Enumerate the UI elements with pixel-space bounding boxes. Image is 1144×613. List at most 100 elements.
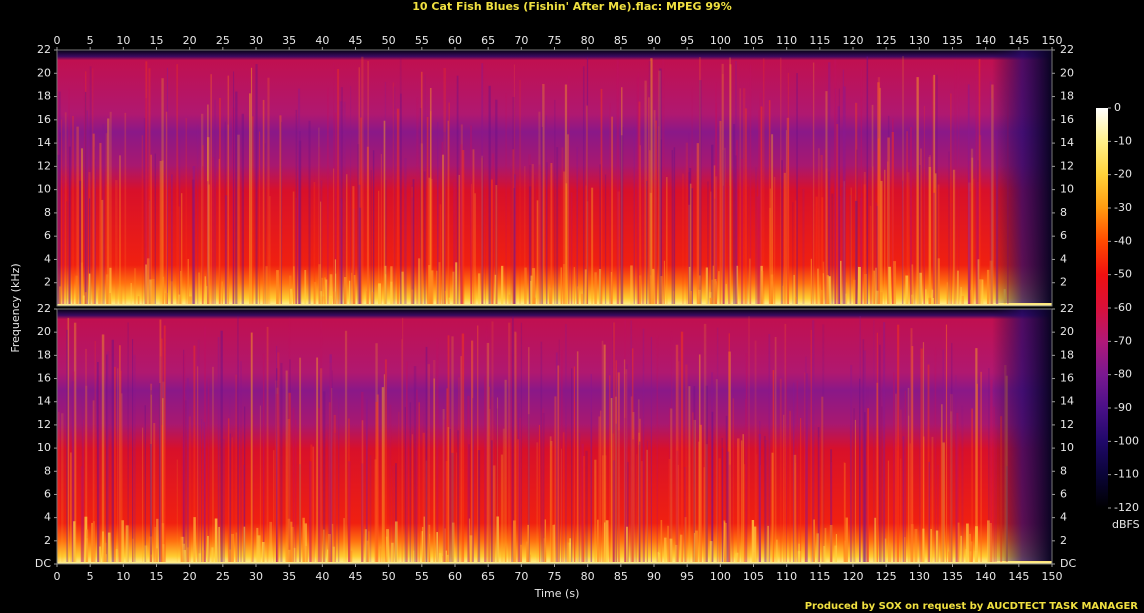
- spectrogram-streak: [372, 150, 375, 304]
- spectrogram-low: [597, 519, 599, 562]
- spectrogram-streak: [933, 74, 936, 305]
- spectrogram-streak: [728, 351, 731, 562]
- spectrogram-low: [715, 281, 718, 304]
- x-tick-label: 135: [942, 34, 963, 47]
- spectrogram-streak: [863, 184, 866, 304]
- spectrogram-streak: [719, 120, 722, 304]
- spectrogram-streak: [536, 442, 539, 562]
- spectrogram-low: [734, 553, 738, 562]
- spectrogram-streak: [911, 346, 914, 562]
- spectrogram-streak: [719, 158, 721, 304]
- spectrogram-streak: [513, 174, 517, 304]
- x-tick-label: 35: [282, 34, 296, 47]
- spectrogram-streak: [58, 411, 60, 562]
- x-tick-label: 145: [1008, 34, 1029, 47]
- spectrogram-streak: [380, 153, 382, 304]
- x-tick-label: 0: [54, 34, 61, 47]
- spectrogram-streak: [758, 110, 760, 304]
- spectrogram-low: [736, 265, 739, 304]
- colorbar-tick-label: -30: [1114, 201, 1132, 214]
- spectrogram-low: [970, 541, 973, 562]
- spectrogram-streak: [620, 135, 623, 304]
- spectrogram-streak: [754, 340, 757, 562]
- spectrogram-panel: [57, 50, 1052, 306]
- spectrogram-streak: [893, 372, 895, 562]
- spectrogram-low: [823, 545, 826, 562]
- spectrogram-low: [527, 524, 529, 562]
- spectrogram-streak: [188, 416, 191, 562]
- spectrogram-streak: [85, 348, 87, 562]
- spectrogram-streak: [58, 91, 61, 304]
- spectrogram-streak: [948, 151, 950, 304]
- spectrogram-streak: [113, 366, 116, 562]
- footer: Produced by SOX on request by AUCDTECT T…: [805, 601, 1139, 612]
- spectrogram-streak: [825, 168, 828, 304]
- spectrogram-streak: [117, 432, 121, 562]
- spectrogram-low: [178, 294, 181, 304]
- y-tick-label: 20: [37, 66, 51, 79]
- x-tick-label: 100: [710, 34, 731, 47]
- x-tick-label: 125: [876, 570, 897, 583]
- spectrogram-low: [132, 538, 134, 562]
- spectrogram-streak: [870, 167, 873, 304]
- spectrogram-streak: [910, 328, 913, 562]
- spectrogram-streak: [531, 164, 534, 304]
- spectrogram-streak: [934, 188, 937, 304]
- spectrogram-streak: [599, 410, 602, 562]
- spectrogram-streak: [887, 115, 890, 304]
- spectrogram-streak: [313, 181, 316, 304]
- spectrogram-streak: [581, 443, 584, 562]
- spectrogram-streak: [410, 184, 413, 304]
- spectrogram-low: [351, 272, 353, 304]
- spectrogram-streak: [162, 398, 164, 562]
- spectrogram-low: [937, 258, 940, 304]
- spectrogram-low: [822, 261, 825, 304]
- spectrogram-streak: [880, 180, 883, 304]
- spectrogram-low: [826, 275, 829, 304]
- spectrogram-streak: [749, 65, 752, 305]
- spectrogram-streak: [441, 141, 444, 304]
- spectrogram-low: [327, 549, 329, 562]
- spectrogram-streak: [401, 339, 403, 562]
- spectrogram-low: [584, 269, 587, 304]
- spectrogram-streak: [541, 126, 543, 304]
- spectrogram-low: [660, 519, 663, 562]
- spectrogram-streak: [185, 118, 187, 304]
- spectrogram-streak: [739, 88, 741, 304]
- spectrogram-streak: [656, 335, 659, 562]
- spectrogram-streak: [707, 181, 709, 304]
- spectrogram-streak: [713, 165, 716, 304]
- spectrogram-low: [218, 526, 220, 562]
- spectrogram-streak: [590, 412, 593, 562]
- spectrogram-low: [989, 523, 992, 562]
- spectrogram-streak: [517, 439, 519, 562]
- spectrogram-streak: [329, 354, 332, 562]
- spectrogram-streak: [252, 414, 254, 562]
- spectrogram-low: [378, 283, 381, 304]
- spectrogram-streak: [280, 362, 283, 562]
- spectrogram-streak: [402, 317, 404, 562]
- spectrogram-streak: [439, 204, 442, 304]
- spectrogram-streak: [92, 400, 95, 562]
- spectrogram-streak: [838, 88, 840, 304]
- spectrogram-streak: [942, 349, 945, 562]
- spectrogram-streak: [279, 115, 282, 304]
- spectrogram-streak: [344, 330, 348, 562]
- spectrogram-streak: [796, 380, 799, 562]
- spectrogram-streak: [951, 342, 953, 562]
- x-tick-label: 35: [282, 570, 296, 583]
- spectrogram-streak: [792, 382, 795, 562]
- spectrogram-streak: [881, 406, 883, 562]
- x-tick-label: 85: [614, 34, 628, 47]
- spectrogram-streak: [512, 149, 515, 304]
- x-tick-label: 45: [349, 34, 363, 47]
- y-tick-label: 16: [1060, 372, 1074, 385]
- spectrogram-low: [573, 267, 575, 304]
- spectrogram-streak: [907, 172, 910, 304]
- spectrogram-streak: [68, 146, 71, 304]
- x-tick-label: 10: [116, 570, 130, 583]
- spectrogram-low: [966, 523, 969, 562]
- spectrogram-streak: [481, 63, 484, 304]
- spectrogram-streak: [210, 74, 212, 304]
- spectrogram-streak: [203, 421, 206, 562]
